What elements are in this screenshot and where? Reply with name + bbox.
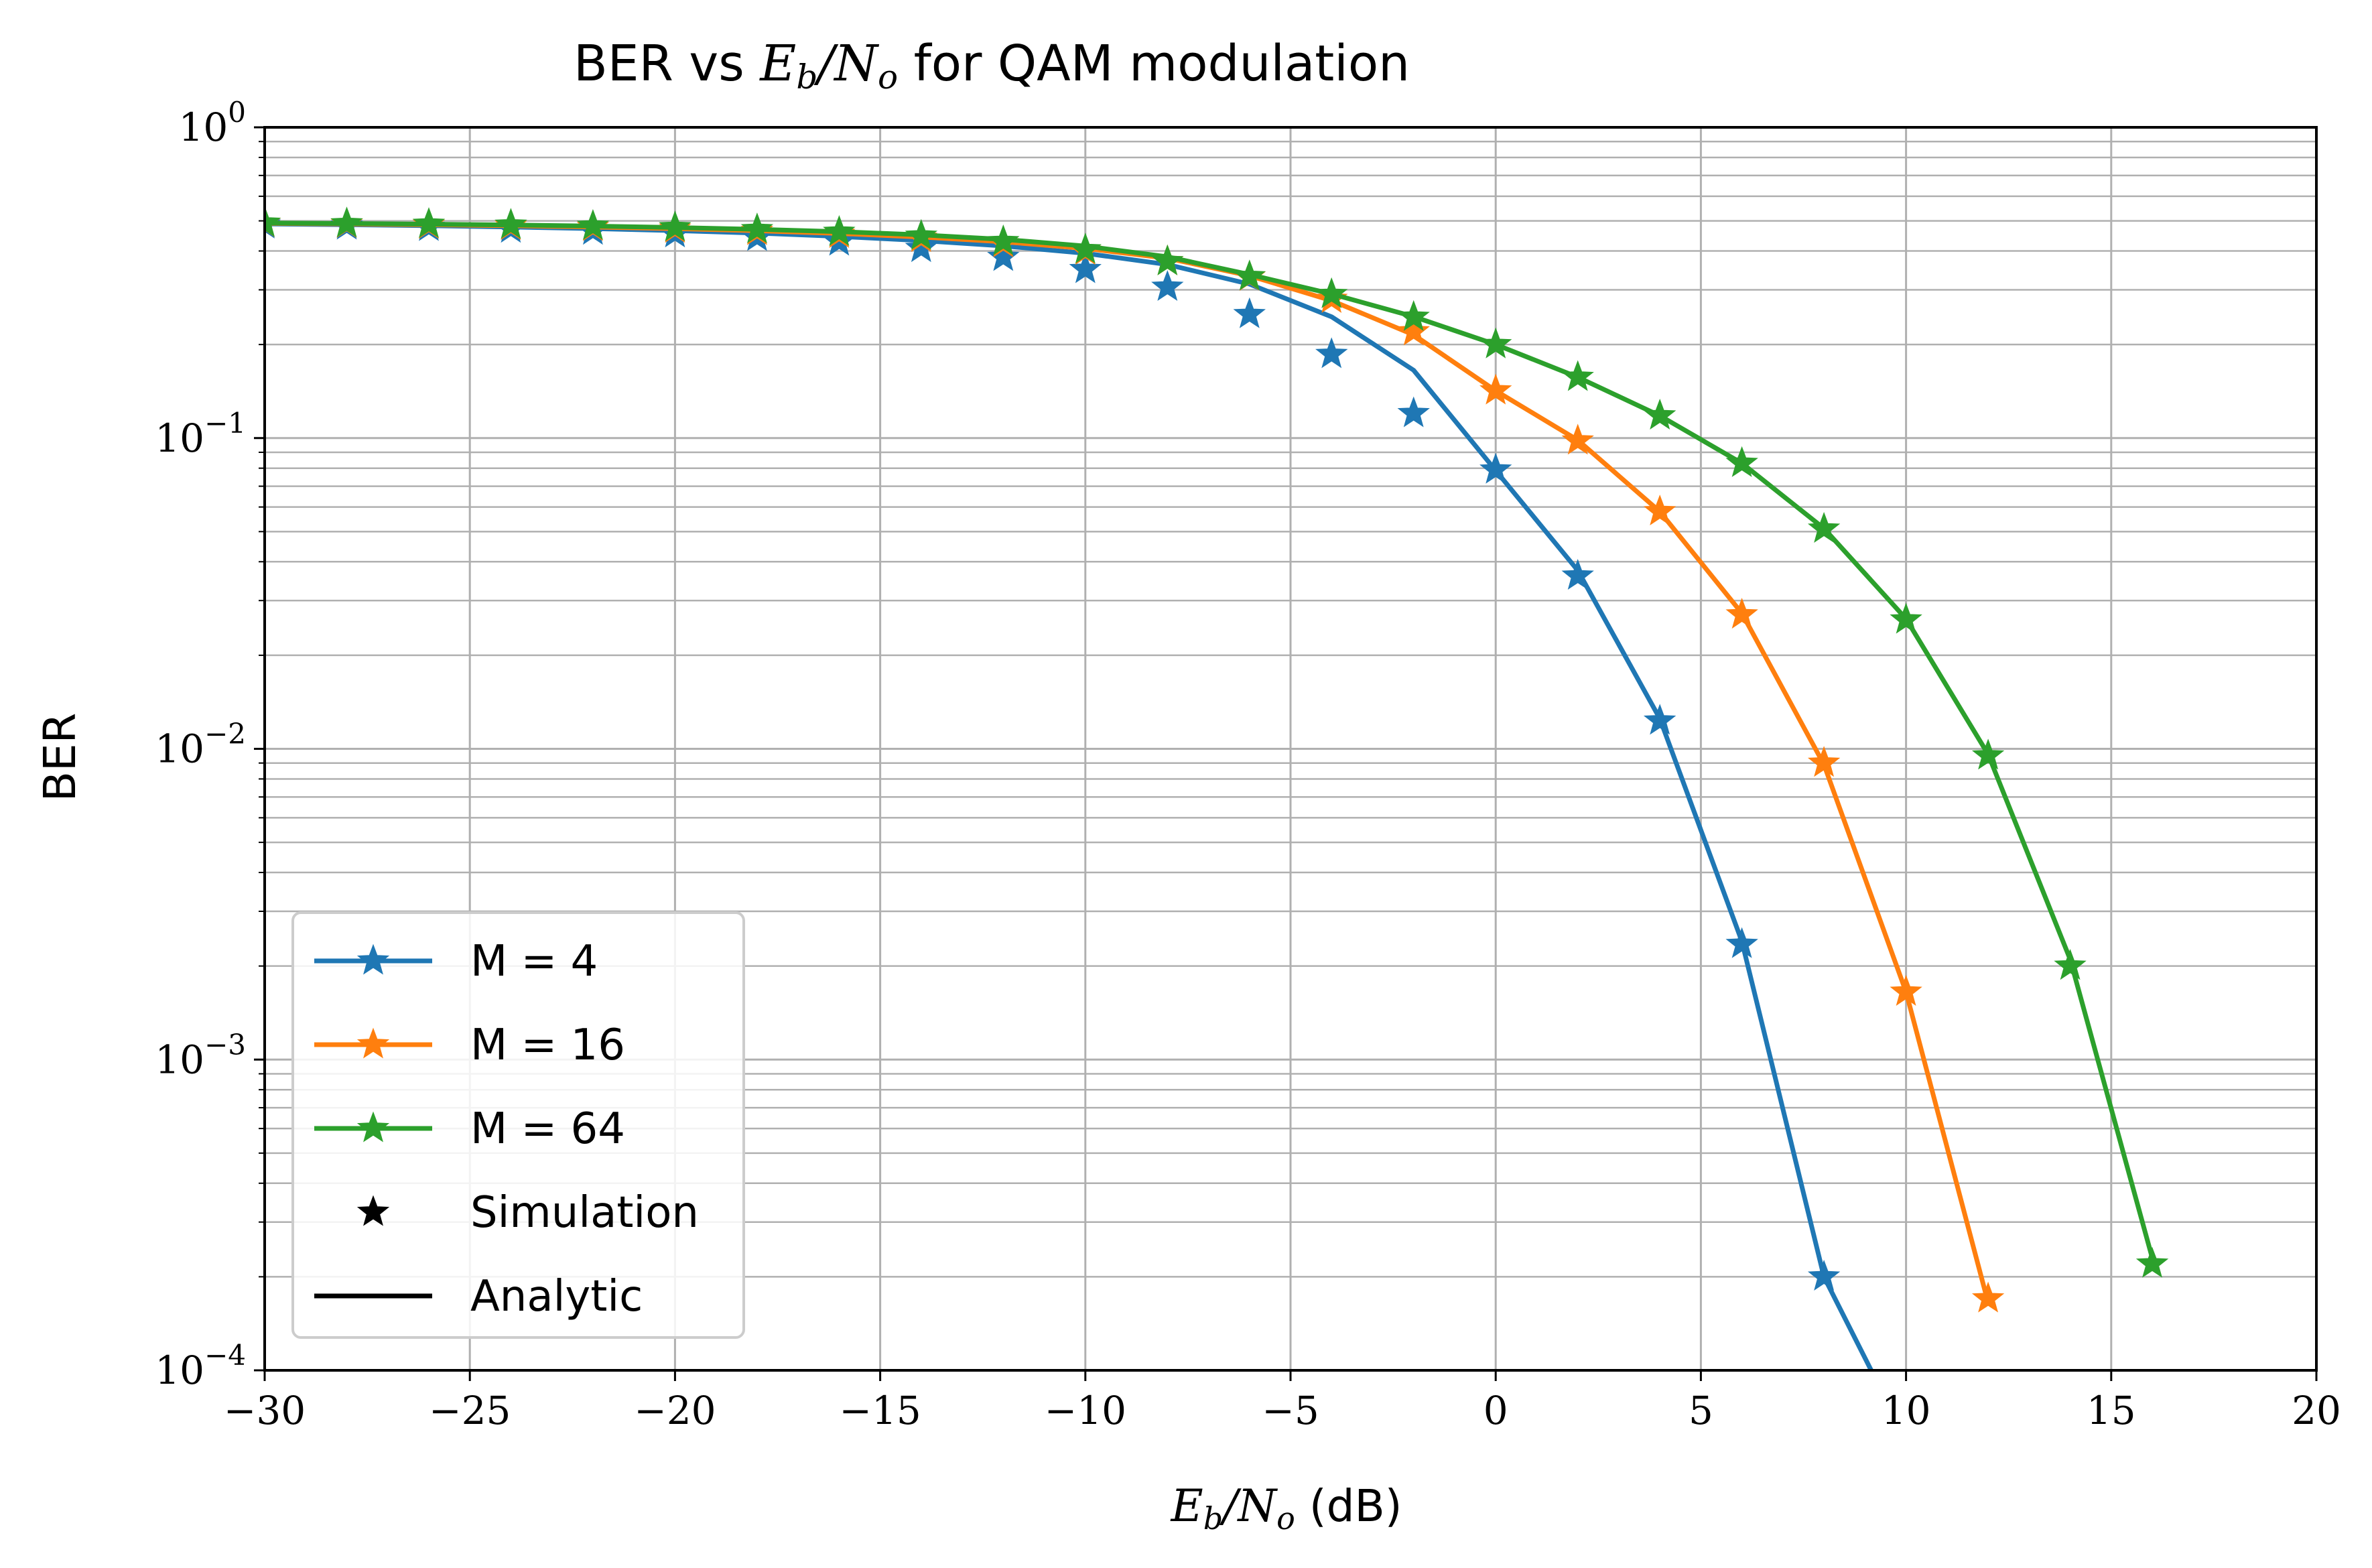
- simulation-point: [1233, 259, 1266, 291]
- simulation-point: [1971, 738, 2005, 770]
- simulation-point: [905, 231, 938, 263]
- legend-entry: Analytic: [314, 1272, 643, 1321]
- simulation-point: [1971, 1281, 2005, 1313]
- simulation-point: [740, 212, 774, 244]
- simulation-point: [905, 218, 938, 250]
- simulation-point: [823, 214, 856, 246]
- simulation-point: [1643, 704, 1676, 735]
- legend-marker: [356, 943, 390, 975]
- simulation-point: [987, 224, 1020, 256]
- y-tick-label: 10−2: [155, 718, 246, 772]
- x-tick-label: 15: [2087, 1388, 2136, 1433]
- y-axis-label: BER: [34, 713, 86, 802]
- simulation-point: [1807, 1259, 1841, 1291]
- simulation-point: [1397, 300, 1430, 331]
- legend-label: M = 4: [470, 937, 598, 986]
- simulation-point: [1479, 373, 1512, 405]
- simulation-point: [1151, 244, 1184, 275]
- simulation-point: [495, 208, 527, 239]
- simulation-point: [1479, 327, 1512, 358]
- simulation-point: [1561, 360, 1594, 391]
- x-tick-label: 5: [1689, 1388, 1713, 1433]
- axis-ticks: −30 −25 −20 −15 −10 −5 0 5 10 15 20 100 10−1 10−2 10−3…: [155, 96, 2341, 1433]
- series-3: [265, 206, 2169, 1278]
- simulation-point: [330, 206, 363, 238]
- simulation-point: [1151, 270, 1184, 302]
- legend-label: M = 16: [470, 1021, 625, 1070]
- simulation-point: [265, 206, 281, 237]
- simulation-point: [1643, 398, 1676, 430]
- simulation-point: [576, 208, 610, 240]
- legend: M = 4 M = 16 M = 64 Simulation Analytic: [291, 911, 745, 1339]
- legend-label: M = 64: [470, 1104, 625, 1154]
- simulation-point: [1725, 927, 1758, 958]
- x-tick-label: 10: [1882, 1388, 1931, 1433]
- simulation-point: [987, 240, 1020, 271]
- simulation-point: [1315, 337, 1348, 369]
- simulation-point: [1807, 746, 1841, 777]
- legend-marker: [356, 1027, 390, 1059]
- legend-entry: M = 16: [314, 1021, 625, 1070]
- simulation-point: [1643, 495, 1676, 526]
- simulation-point: [1069, 233, 1102, 264]
- simulation-point: [412, 207, 446, 239]
- simulation-point: [1807, 511, 1841, 543]
- x-tick-label: −20: [634, 1388, 716, 1433]
- x-tick-label: −25: [429, 1388, 511, 1433]
- legend-entry: M = 64: [314, 1104, 625, 1154]
- simulation-point: [1479, 452, 1512, 484]
- x-tick-label: −30: [224, 1388, 306, 1433]
- legend-box: [291, 911, 745, 1339]
- simulation-point: [1233, 297, 1266, 328]
- legend-marker: [356, 1111, 390, 1142]
- simulation-point: [1069, 252, 1102, 283]
- x-axis-label: Eb/No (dB): [1171, 1480, 1402, 1537]
- legend-entry: M = 4: [314, 937, 598, 986]
- legend-entry: Simulation: [356, 1188, 699, 1238]
- y-tick-label: 10−4: [155, 1339, 246, 1393]
- simulation-point: [1315, 277, 1348, 308]
- simulation-point: [659, 210, 691, 242]
- simulation-point: [1561, 423, 1594, 455]
- y-tick-label: 10−3: [155, 1028, 246, 1082]
- simulation-point: [1397, 396, 1430, 428]
- y-tick-label: 100: [178, 96, 246, 150]
- simulation-point: [1890, 974, 1922, 1006]
- x-tick-label: 0: [1484, 1388, 1508, 1433]
- y-tick-label: 10−1: [155, 407, 246, 461]
- simulation-point: [2054, 949, 2087, 980]
- plot-series: [265, 206, 2169, 1370]
- simulation-point: [2135, 1246, 2169, 1278]
- analytic-line: [265, 220, 2155, 1259]
- legend-label: Simulation: [470, 1188, 699, 1238]
- simulation-point: [1725, 446, 1758, 477]
- x-tick-label: −5: [1262, 1388, 1319, 1433]
- simulation-point: [1561, 559, 1594, 590]
- legend-label: Analytic: [470, 1272, 643, 1321]
- chart-title: BER vs Eb/No for QAM modulation: [574, 35, 1410, 96]
- x-tick-label: 20: [2292, 1388, 2341, 1433]
- simulation-point: [1397, 314, 1430, 346]
- simulation-point: [1890, 602, 1922, 634]
- legend-marker: [356, 1195, 390, 1226]
- simulation-point: [1725, 598, 1758, 629]
- x-tick-label: −10: [1045, 1388, 1126, 1433]
- x-tick-label: −15: [839, 1388, 921, 1433]
